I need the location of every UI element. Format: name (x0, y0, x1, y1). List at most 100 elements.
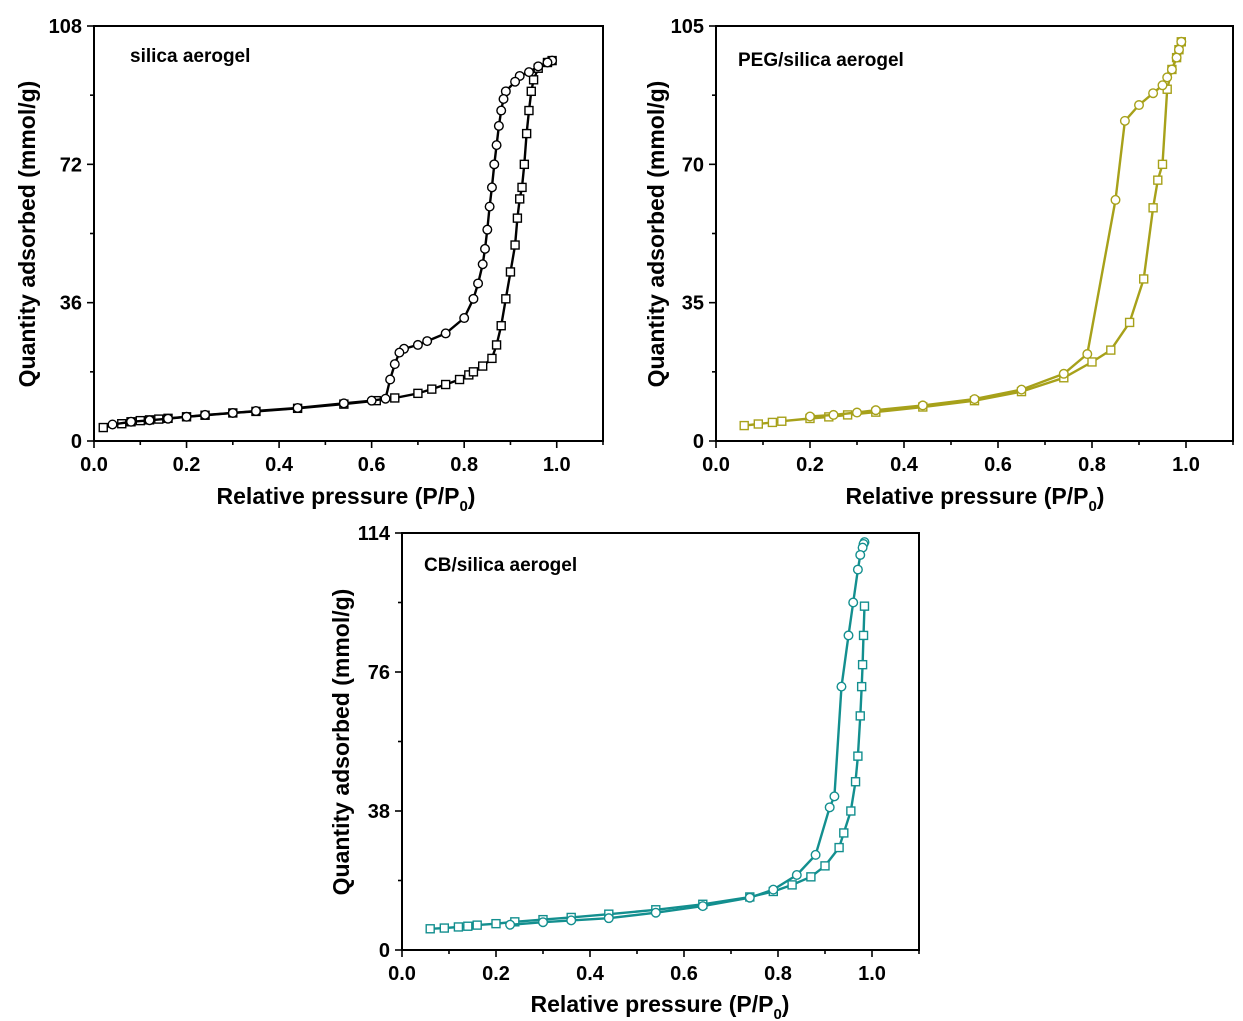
data-point-circle (1162, 72, 1173, 83)
x-tick-label: 0.6 (670, 963, 698, 985)
data-point-square (857, 659, 868, 670)
x-tick-label: 0.2 (796, 454, 824, 476)
data-point-circle (250, 406, 261, 417)
x-tick-label: 0.8 (764, 963, 792, 985)
x-axis-title: Relative pressure (P/P0) (531, 991, 790, 1021)
data-point-square (834, 842, 844, 853)
data-point-circle (824, 802, 835, 813)
data-point-square (454, 374, 465, 385)
x-tick-label: 0.0 (80, 454, 108, 476)
data-point-circle (482, 224, 493, 235)
y-tick-label: 114 (358, 523, 391, 545)
y-tick-label: 76 (368, 662, 390, 684)
x-axis-title: Relative pressure (P/P0) (846, 483, 1105, 515)
plot-frame (715, 25, 1234, 442)
data-point-circle (1148, 88, 1159, 99)
data-point-circle (791, 870, 802, 881)
data-point-circle (292, 402, 303, 413)
data-point-circle (385, 374, 396, 385)
plot-frame (401, 532, 920, 951)
data-point-circle (969, 394, 980, 405)
data-point-square (858, 630, 869, 641)
data-point-circle (200, 409, 211, 420)
series-line-circle (510, 541, 866, 926)
y-tick-label: 0 (379, 940, 390, 962)
x-tick-label: 0.4 (890, 454, 919, 476)
data-point-circle (1133, 100, 1144, 111)
data-point-circle (422, 336, 433, 347)
data-point-square (853, 751, 863, 761)
data-point-square (491, 340, 502, 350)
data-point-square (787, 880, 797, 890)
data-point-square (524, 105, 534, 116)
data-point-circle (829, 791, 840, 802)
data-point-square (515, 194, 525, 204)
data-point-circle (510, 76, 521, 87)
data-point-circle (480, 243, 491, 254)
data-point-circle (870, 405, 881, 416)
data-point-circle (1082, 349, 1093, 360)
data-point-circle (697, 901, 708, 912)
data-point-circle (1110, 194, 1121, 205)
x-tick-label: 0.4 (265, 454, 294, 476)
data-point-circle (126, 416, 137, 427)
data-point-circle (1166, 64, 1177, 75)
data-point-square (98, 422, 108, 433)
x-tick-label: 0.8 (450, 454, 478, 476)
series-line-circle (809, 41, 1183, 418)
data-point-circle (389, 359, 400, 370)
data-point-circle (603, 913, 614, 924)
x-tick-label: 0.6 (358, 454, 386, 476)
x-tick-label: 0.4 (576, 963, 605, 985)
data-point-square (413, 388, 423, 399)
data-point-square (512, 213, 523, 223)
data-point-square (468, 367, 479, 377)
data-point-square (390, 393, 400, 403)
y-tick-label: 0 (71, 431, 82, 453)
data-point-square (427, 384, 437, 394)
data-point-square (491, 918, 501, 929)
data-point-circle (394, 347, 405, 358)
data-point-circle (484, 201, 495, 212)
data-point-circle (412, 339, 423, 350)
data-point-square (1153, 175, 1163, 185)
data-point-circle (768, 884, 779, 895)
data-point-circle (144, 415, 155, 426)
y-tick-label: 36 (60, 293, 82, 315)
data-point-circle (366, 395, 377, 406)
y-axis-title: Quantity adsorbed (mmol/g) (328, 589, 354, 896)
data-point-square (463, 921, 473, 931)
data-point-circle (486, 182, 497, 193)
data-point-circle (828, 409, 839, 420)
data-point-circle (1016, 384, 1027, 395)
data-point-square (820, 861, 830, 871)
data-point-square (519, 159, 530, 170)
data-point-square (496, 321, 506, 331)
data-point-square (846, 806, 856, 816)
data-point-square (767, 417, 778, 428)
x-tick-label: 0.2 (482, 963, 510, 985)
data-point-square (806, 872, 816, 882)
y-tick-label: 105 (671, 16, 704, 38)
y-tick-label: 35 (682, 293, 704, 315)
x-tick-label: 1.0 (1172, 454, 1200, 476)
data-point-square (1106, 345, 1116, 355)
data-point-circle (489, 159, 500, 170)
data-point-circle (542, 57, 553, 68)
data-point-circle (181, 411, 192, 422)
x-tick-label: 1.0 (858, 963, 886, 985)
y-axis-title: Quantity adsorbed (mmol/g) (643, 81, 669, 388)
series-line-square (430, 606, 866, 930)
data-point-circle (338, 398, 349, 409)
data-point-circle (836, 681, 847, 692)
data-point-circle (380, 393, 391, 404)
x-axis-title: Relative pressure (P/P0) (217, 483, 476, 515)
data-point-square (453, 922, 464, 932)
chart-panel-cb-silica-aerogel: 0.0 0.2 0.4 0.6 0.8 1.0 0 38 76 114 Relative press… (328, 523, 920, 1021)
data-point-circle (523, 67, 534, 78)
y-tick-label: 38 (368, 801, 390, 823)
y-tick-label: 108 (49, 16, 82, 38)
data-point-square (856, 681, 867, 692)
data-point-square (1148, 203, 1158, 213)
